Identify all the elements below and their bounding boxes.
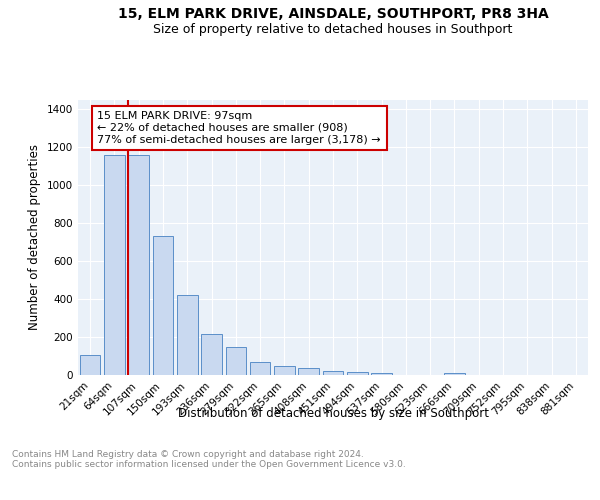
Bar — [371, 372, 392, 375]
Text: 15, ELM PARK DRIVE, AINSDALE, SOUTHPORT, PR8 3HA: 15, ELM PARK DRIVE, AINSDALE, SOUTHPORT,… — [118, 8, 548, 22]
Bar — [152, 236, 173, 375]
Bar — [274, 366, 295, 375]
Bar — [444, 372, 465, 375]
Y-axis label: Number of detached properties: Number of detached properties — [28, 144, 41, 330]
Text: Distribution of detached houses by size in Southport: Distribution of detached houses by size … — [178, 408, 488, 420]
Bar — [250, 362, 271, 375]
Bar — [104, 155, 125, 375]
Bar — [347, 372, 368, 375]
Text: Size of property relative to detached houses in Southport: Size of property relative to detached ho… — [154, 22, 512, 36]
Text: Contains HM Land Registry data © Crown copyright and database right 2024.
Contai: Contains HM Land Registry data © Crown c… — [12, 450, 406, 469]
Bar — [323, 371, 343, 375]
Bar — [201, 334, 222, 375]
Bar — [298, 368, 319, 375]
Bar — [80, 354, 100, 375]
Bar — [128, 155, 149, 375]
Text: 15 ELM PARK DRIVE: 97sqm
← 22% of detached houses are smaller (908)
77% of semi-: 15 ELM PARK DRIVE: 97sqm ← 22% of detach… — [97, 112, 381, 144]
Bar — [177, 296, 197, 375]
Bar — [226, 346, 246, 375]
